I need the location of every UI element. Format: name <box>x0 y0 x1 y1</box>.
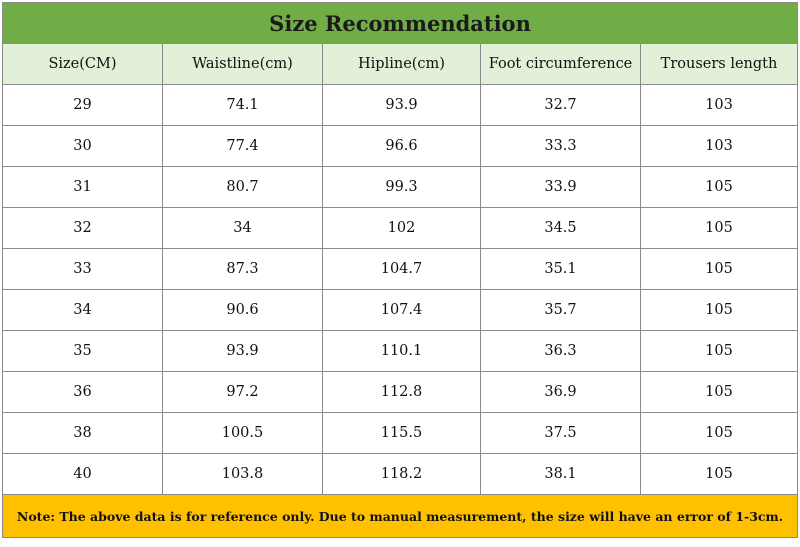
measurement-note: Note: The above data is for reference on… <box>1 494 799 538</box>
header-size: Size(CM) <box>2 43 163 85</box>
table-title: Size Recommendation <box>1 2 799 44</box>
cell-trousers-length: 105 <box>639 248 799 290</box>
cell-foot-circumference: 38.1 <box>480 453 641 495</box>
cell-waistline: 77.4 <box>162 125 323 167</box>
cell-waistline: 97.2 <box>162 371 323 413</box>
table-row: 34 90.6 107.4 35.7 105 <box>2 289 799 331</box>
cell-size: 29 <box>2 84 163 126</box>
cell-waistline: 80.7 <box>162 166 323 208</box>
cell-waistline: 90.6 <box>162 289 323 331</box>
table-row: 31 80.7 99.3 33.9 105 <box>2 166 799 208</box>
header-trousers-length: Trousers length <box>639 43 799 85</box>
table-row: 30 77.4 96.6 33.3 103 <box>2 125 799 167</box>
title-row: Size Recommendation <box>1 2 799 44</box>
note-row: Note: The above data is for reference on… <box>1 494 799 538</box>
cell-trousers-length: 105 <box>639 371 799 413</box>
table-row: 35 93.9 110.1 36.3 105 <box>2 330 799 372</box>
cell-size: 36 <box>2 371 163 413</box>
cell-hipline: 110.1 <box>322 330 481 372</box>
cell-trousers-length: 105 <box>639 289 799 331</box>
cell-foot-circumference: 36.3 <box>480 330 641 372</box>
header-row: Size(CM) Waistline(cm) Hipline(cm) Foot … <box>2 43 799 85</box>
cell-size: 34 <box>2 289 163 331</box>
cell-foot-circumference: 32.7 <box>480 84 641 126</box>
cell-foot-circumference: 35.1 <box>480 248 641 290</box>
cell-foot-circumference: 33.3 <box>480 125 641 167</box>
table-row: 33 87.3 104.7 35.1 105 <box>2 248 799 290</box>
cell-trousers-length: 105 <box>639 330 799 372</box>
cell-trousers-length: 105 <box>639 166 799 208</box>
cell-foot-circumference: 36.9 <box>480 371 641 413</box>
cell-size: 38 <box>2 412 163 454</box>
table-row: 40 103.8 118.2 38.1 105 <box>2 453 799 495</box>
cell-trousers-length: 103 <box>639 84 799 126</box>
cell-waistline: 34 <box>162 207 323 249</box>
cell-waistline: 93.9 <box>162 330 323 372</box>
cell-trousers-length: 105 <box>639 207 799 249</box>
cell-waistline: 74.1 <box>162 84 323 126</box>
table-row: 36 97.2 112.8 36.9 105 <box>2 371 799 413</box>
table-row: 29 74.1 93.9 32.7 103 <box>2 84 799 126</box>
cell-size: 32 <box>2 207 163 249</box>
cell-foot-circumference: 34.5 <box>480 207 641 249</box>
cell-hipline: 107.4 <box>322 289 481 331</box>
cell-size: 33 <box>2 248 163 290</box>
cell-hipline: 118.2 <box>322 453 481 495</box>
cell-hipline: 99.3 <box>322 166 481 208</box>
cell-foot-circumference: 35.7 <box>480 289 641 331</box>
size-table: Size Recommendation Size(CM) Waistline(c… <box>1 2 799 538</box>
cell-hipline: 112.8 <box>322 371 481 413</box>
cell-hipline: 96.6 <box>322 125 481 167</box>
cell-foot-circumference: 33.9 <box>480 166 641 208</box>
cell-waistline: 87.3 <box>162 248 323 290</box>
cell-size: 35 <box>2 330 163 372</box>
header-hipline: Hipline(cm) <box>322 43 481 85</box>
cell-trousers-length: 105 <box>639 412 799 454</box>
table-row: 32 34 102 34.5 105 <box>2 207 799 249</box>
cell-hipline: 102 <box>322 207 481 249</box>
cell-trousers-length: 105 <box>639 453 799 495</box>
cell-waistline: 103.8 <box>162 453 323 495</box>
cell-foot-circumference: 37.5 <box>480 412 641 454</box>
cell-trousers-length: 103 <box>639 125 799 167</box>
header-waistline: Waistline(cm) <box>162 43 323 85</box>
cell-size: 30 <box>2 125 163 167</box>
header-foot-circumference: Foot circumference <box>480 43 641 85</box>
table-row: 38 100.5 115.5 37.5 105 <box>2 412 799 454</box>
cell-waistline: 100.5 <box>162 412 323 454</box>
cell-size: 40 <box>2 453 163 495</box>
cell-hipline: 115.5 <box>322 412 481 454</box>
cell-hipline: 93.9 <box>322 84 481 126</box>
cell-hipline: 104.7 <box>322 248 481 290</box>
cell-size: 31 <box>2 166 163 208</box>
